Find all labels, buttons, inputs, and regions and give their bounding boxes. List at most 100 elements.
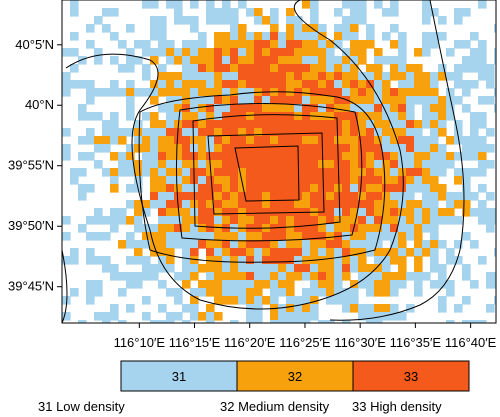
- density-cell: [438, 216, 447, 225]
- density-cell: [262, 80, 271, 89]
- density-cell: [358, 280, 367, 289]
- density-cell: [294, 80, 303, 89]
- density-cell: [406, 80, 415, 89]
- density-cell: [254, 120, 263, 129]
- density-cell: [286, 56, 295, 65]
- density-cell: [286, 40, 295, 49]
- density-cell: [86, 152, 95, 161]
- density-cell: [294, 104, 303, 113]
- density-cell: [318, 56, 327, 65]
- density-cell: [102, 88, 111, 97]
- density-cell: [414, 264, 423, 273]
- density-cell: [350, 224, 359, 233]
- density-cell: [134, 40, 143, 49]
- density-cell: [78, 184, 87, 193]
- density-cell: [366, 200, 375, 209]
- density-cell: [62, 312, 71, 321]
- density-cell: [206, 152, 215, 161]
- density-cell: [390, 304, 399, 313]
- density-cell: [286, 272, 295, 281]
- density-cell: [230, 176, 239, 185]
- density-cell: [478, 216, 487, 225]
- density-cell: [326, 232, 335, 241]
- density-cell: [438, 64, 447, 73]
- density-cell: [286, 144, 295, 153]
- density-cell: [238, 264, 247, 273]
- density-cell: [102, 256, 111, 265]
- density-cell: [206, 240, 215, 249]
- density-cell: [158, 304, 167, 313]
- density-cell: [246, 216, 255, 225]
- density-cell: [62, 232, 71, 241]
- density-cell: [174, 192, 183, 201]
- density-cell: [230, 216, 239, 225]
- density-cell: [342, 128, 351, 137]
- density-cell: [158, 88, 167, 97]
- density-cell: [150, 128, 159, 137]
- density-cell: [430, 256, 439, 265]
- density-cell: [134, 224, 143, 233]
- density-cell: [118, 136, 127, 145]
- density-cell: [302, 184, 311, 193]
- density-cell: [166, 168, 175, 177]
- density-cell: [366, 168, 375, 177]
- density-cell: [294, 16, 303, 25]
- density-cell: [190, 152, 199, 161]
- density-cell: [422, 104, 431, 113]
- density-cell: [118, 40, 127, 49]
- density-cell: [446, 288, 455, 297]
- density-cell: [470, 320, 479, 323]
- density-cell: [182, 184, 191, 193]
- density-cell: [182, 160, 191, 169]
- density-cell: [134, 208, 143, 217]
- density-cell: [166, 208, 175, 217]
- density-cell: [118, 288, 127, 297]
- y-axis: 40°5′N40°N39°55′N39°50′N39°45′N: [8, 37, 62, 294]
- density-cell: [406, 168, 415, 177]
- density-cell: [334, 128, 343, 137]
- density-cell: [446, 256, 455, 265]
- density-cell: [158, 168, 167, 177]
- density-cell: [478, 72, 487, 81]
- density-cell: [350, 248, 359, 257]
- density-cell: [110, 208, 119, 217]
- density-cell: [302, 104, 311, 113]
- colorbar: 31 32 33: [120, 360, 470, 392]
- density-cell: [286, 96, 295, 105]
- density-cell: [374, 0, 383, 9]
- density-cell: [406, 112, 415, 121]
- density-cell: [142, 256, 151, 265]
- density-cell: [150, 120, 159, 129]
- density-cell: [342, 160, 351, 169]
- density-cell: [350, 96, 359, 105]
- density-cell: [270, 264, 279, 273]
- density-cell: [102, 8, 111, 17]
- density-cell: [414, 280, 423, 289]
- density-cell: [222, 80, 231, 89]
- density-cell: [422, 0, 431, 9]
- density-cell: [422, 248, 431, 257]
- density-cell: [166, 176, 175, 185]
- density-cell: [214, 104, 223, 113]
- density-cell: [294, 312, 303, 321]
- density-cell: [374, 280, 383, 289]
- density-cell: [326, 256, 335, 265]
- density-cell: [366, 224, 375, 233]
- density-cell: [334, 72, 343, 81]
- density-cell: [206, 312, 215, 321]
- density-cell: [422, 224, 431, 233]
- density-cell: [230, 32, 239, 41]
- density-cell: [366, 208, 375, 217]
- density-cell: [222, 0, 231, 9]
- density-cell: [214, 56, 223, 65]
- density-cell: [262, 112, 271, 121]
- density-cell: [374, 216, 383, 225]
- density-cell: [462, 296, 471, 305]
- density-cell: [342, 200, 351, 209]
- density-cell: [238, 280, 247, 289]
- density-cell: [190, 56, 199, 65]
- density-cell: [382, 208, 391, 217]
- density-cell: [462, 272, 471, 281]
- density-cell: [294, 40, 303, 49]
- density-cell: [478, 56, 487, 65]
